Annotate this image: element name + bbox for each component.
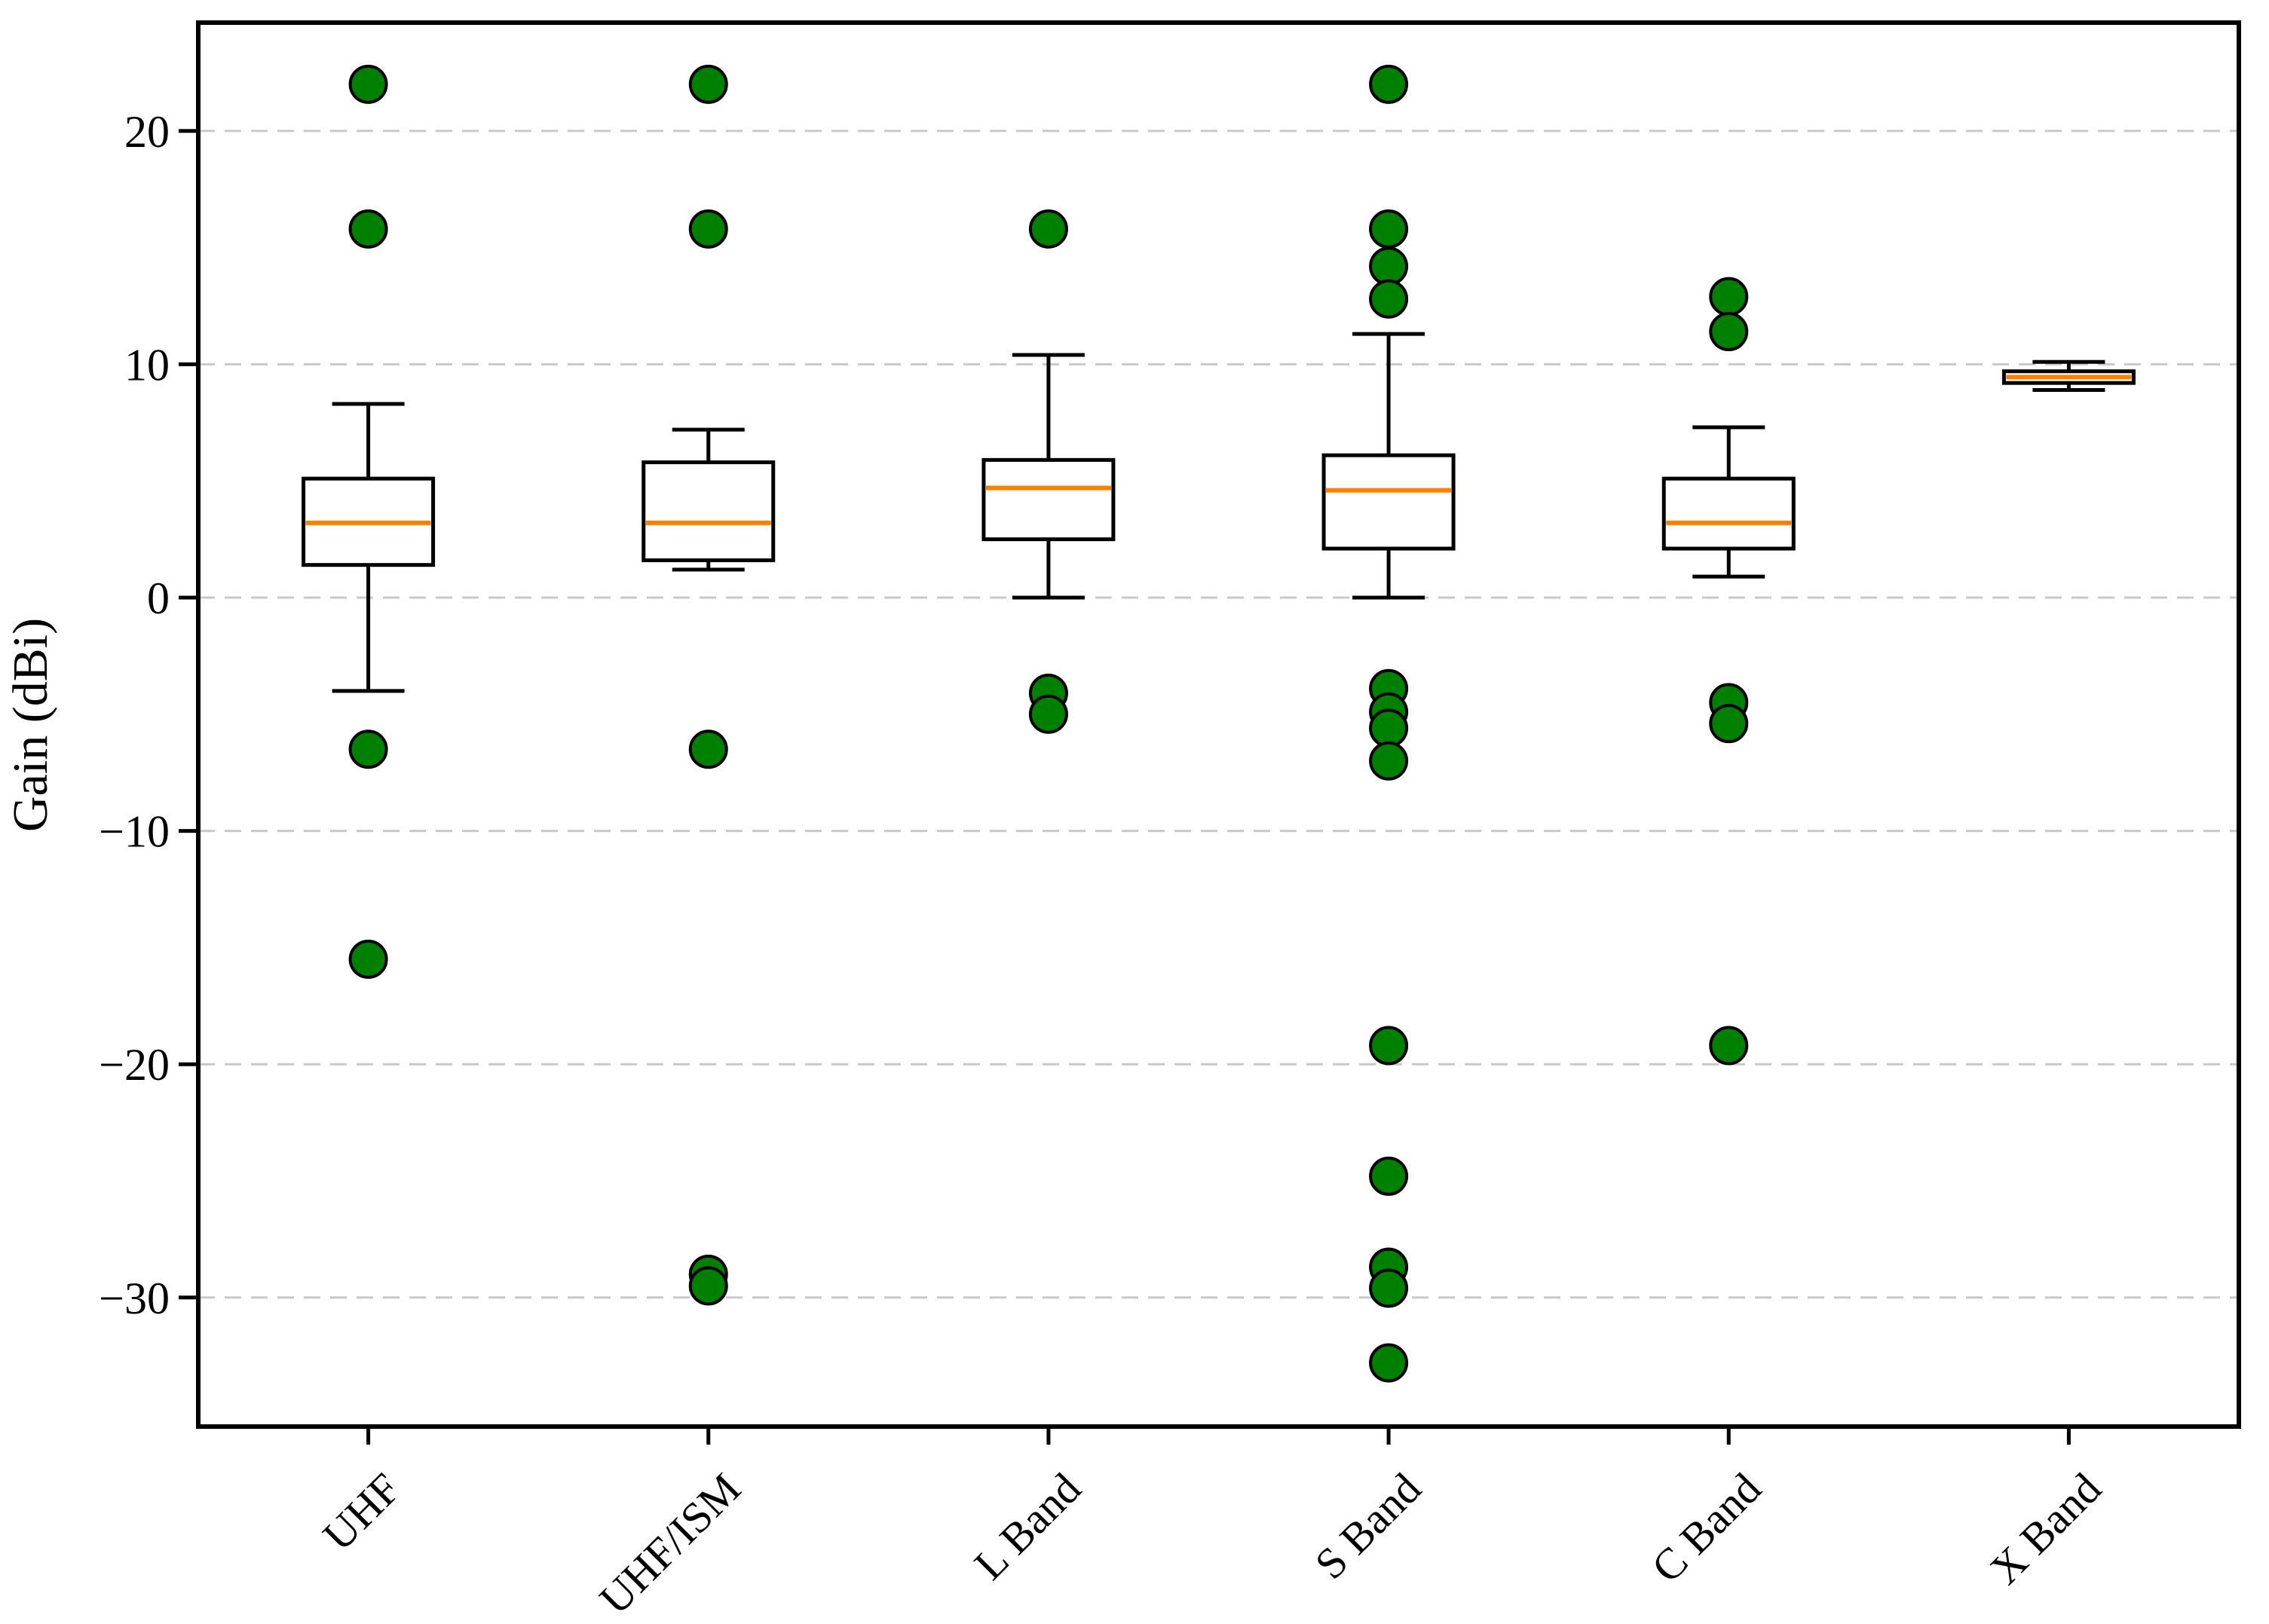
outlier-point bbox=[1369, 64, 1409, 104]
y-tick-labels: 20 10 0 −10 −20 −30 bbox=[99, 107, 170, 1323]
outlier-point bbox=[1369, 1268, 1409, 1308]
outlier-point bbox=[1028, 209, 1068, 249]
outlier-point bbox=[1709, 312, 1749, 352]
outlier-point bbox=[1369, 1156, 1409, 1196]
x-category-label: C Band bbox=[1642, 1463, 1770, 1592]
outlier-point bbox=[1028, 694, 1068, 734]
iqr-box bbox=[1321, 453, 1456, 551]
outlier-point bbox=[1369, 1026, 1409, 1066]
outlier-point bbox=[688, 209, 728, 249]
y-axis-label: Gain (dBi) bbox=[3, 618, 58, 832]
outlier-point bbox=[1369, 1343, 1409, 1383]
outlier-point bbox=[348, 64, 388, 104]
iqr-box bbox=[642, 460, 776, 562]
y-tick-label: −30 bbox=[99, 1274, 170, 1323]
outlier-point bbox=[348, 939, 388, 979]
box-group-uhf-ism bbox=[642, 64, 776, 1306]
outlier-point bbox=[1369, 209, 1409, 249]
x-category-labels: UHF UHF/ISM L Band S Band C Band X Band bbox=[314, 1463, 2111, 1623]
box-group-s-band bbox=[1321, 64, 1456, 1383]
gridlines bbox=[198, 130, 2239, 1299]
axes bbox=[179, 20, 2241, 1445]
outlier-point bbox=[348, 209, 388, 249]
x-category-label: X Band bbox=[1980, 1463, 2110, 1593]
y-tick-label: −10 bbox=[99, 807, 170, 857]
y-tick-label: 10 bbox=[124, 340, 170, 390]
x-category-label: UHF/ISM bbox=[590, 1463, 750, 1623]
outlier-point bbox=[688, 1266, 728, 1306]
outlier-point bbox=[348, 729, 388, 769]
box-group-c-band bbox=[1661, 277, 1796, 1066]
x-category-label: S Band bbox=[1306, 1463, 1431, 1589]
x-category-label: UHF bbox=[314, 1463, 410, 1560]
iqr-box bbox=[1661, 476, 1796, 551]
y-tick-label: 0 bbox=[147, 573, 170, 623]
y-tick-label: 20 bbox=[124, 107, 170, 157]
outlier-point bbox=[1709, 277, 1749, 317]
x-category-label: L Band bbox=[965, 1463, 1090, 1589]
boxplots bbox=[302, 64, 2136, 1383]
outlier-point bbox=[1709, 704, 1749, 744]
box-group-x-band bbox=[2001, 359, 2136, 392]
outlier-point bbox=[688, 64, 728, 104]
box-group-l-band bbox=[981, 209, 1116, 734]
box-group-uhf bbox=[302, 64, 436, 979]
iqr-box bbox=[981, 457, 1116, 542]
outlier-point bbox=[1369, 279, 1409, 319]
outlier-point bbox=[1369, 708, 1409, 748]
y-tick-label: −20 bbox=[99, 1040, 170, 1090]
outlier-point bbox=[688, 729, 728, 769]
outlier-point bbox=[1709, 1026, 1749, 1066]
plot-border bbox=[196, 20, 2241, 1429]
outlier-point bbox=[1369, 246, 1409, 286]
outlier-point bbox=[1369, 741, 1409, 781]
